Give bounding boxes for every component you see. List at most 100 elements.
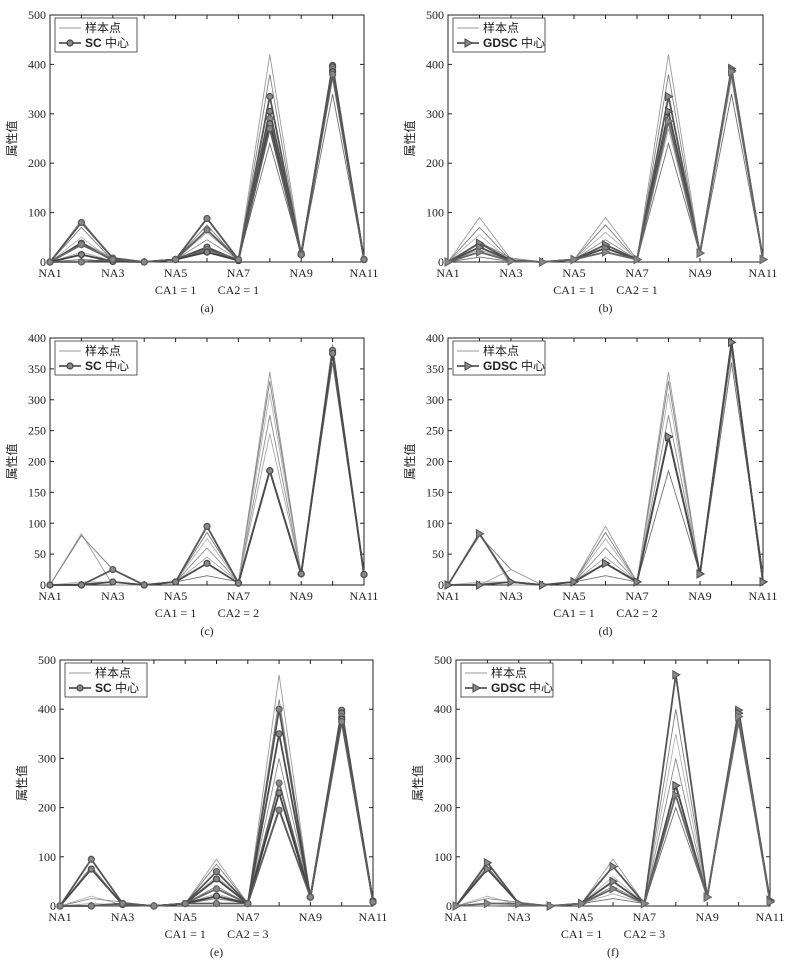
center-point <box>703 892 713 903</box>
legend-box <box>452 17 546 53</box>
y-tick-label: 0 <box>50 899 56 913</box>
center-point <box>203 248 211 256</box>
legend-box <box>460 662 554 698</box>
center-point <box>696 248 706 258</box>
center-point <box>483 898 493 909</box>
center-point <box>728 66 737 77</box>
y-tick-label: 300 <box>426 107 444 121</box>
center-point <box>452 901 462 911</box>
y-tick-label: 100 <box>426 206 444 220</box>
y-axis-label: 属性值 <box>410 765 425 801</box>
legend-sample-label: 样本点 <box>85 343 121 358</box>
y-axis-label: 属性值 <box>14 765 29 801</box>
center-point <box>172 255 180 264</box>
center-point <box>212 867 221 876</box>
center-point <box>735 711 744 722</box>
center-point <box>297 570 305 578</box>
center-point <box>87 865 95 873</box>
y-tick-label: 50 <box>34 547 46 561</box>
x-tick-label: NA11 <box>350 266 379 280</box>
y-tick-label: 300 <box>426 393 444 407</box>
y-tick-label: 400 <box>426 57 444 71</box>
center-point <box>609 861 619 872</box>
x-tick-label: NA5 <box>562 589 585 603</box>
x-tick-label: NA9 <box>688 589 711 603</box>
center-point <box>150 902 158 910</box>
center-point <box>602 558 611 569</box>
center-point <box>275 705 283 713</box>
center-point <box>212 875 221 883</box>
center-point <box>306 893 314 901</box>
center-point <box>672 669 681 680</box>
center-point <box>665 116 674 127</box>
x-tick-label: NA5 <box>570 910 593 924</box>
x-tick-label: NA1 <box>436 266 459 280</box>
center-point <box>570 577 580 587</box>
center-point <box>77 581 86 589</box>
y-axis-label: 属性值 <box>402 120 417 156</box>
x-tick-label: NA11 <box>749 266 778 280</box>
center-point <box>759 254 769 265</box>
legend-center-label: GDSC 中心 <box>483 35 545 50</box>
sample-series-line <box>447 79 764 263</box>
center-point <box>140 581 148 589</box>
center-point <box>369 898 377 906</box>
x-tick-label: NA1 <box>48 910 71 924</box>
x-tick-label: NA3 <box>101 589 124 603</box>
center-point <box>665 91 674 102</box>
center-point <box>212 899 221 908</box>
center-point <box>546 901 556 911</box>
center-point <box>275 779 283 787</box>
center-point <box>297 250 305 259</box>
center-point <box>483 857 493 868</box>
center-point <box>483 864 493 874</box>
category-note: CA1 = 1 <box>553 283 594 297</box>
sample-series-line <box>448 362 764 586</box>
y-tick-label: 50 <box>432 547 444 561</box>
y-tick-label: 150 <box>426 485 444 499</box>
panel-caption: (d) <box>599 624 613 638</box>
center-point <box>275 730 283 738</box>
chart-panel: 0 100 200 300 400 500 NA1 NA3 NA5 NA7 NA9 NA11 CA1 =… <box>4 8 378 315</box>
category-note: CA1 = 1 <box>155 283 196 297</box>
sample-series-line <box>447 93 764 263</box>
chart-panel: 0 100 200 300 400 500 NA1 NA3 NA5 NA7 NA9 NA11 CA1 =… <box>402 8 777 315</box>
panel-caption: (e) <box>210 945 223 959</box>
sample-series-line <box>50 362 365 586</box>
center-point <box>640 898 650 909</box>
center-point <box>766 897 776 907</box>
y-tick-label: 500 <box>38 653 56 667</box>
center-point <box>46 581 54 589</box>
legend-center-marker <box>66 362 74 370</box>
x-tick-label: NA11 <box>756 910 785 924</box>
center-point <box>696 569 706 579</box>
center-point <box>172 578 180 586</box>
y-tick-label: 400 <box>38 702 56 716</box>
y-tick-label: 300 <box>434 751 452 765</box>
chart-panel: 0 100 200 300 400 500 NA1 NA3 NA5 NA7 NA9 NA11 CA1 =… <box>410 653 784 959</box>
center-point <box>633 577 643 587</box>
center-point <box>329 349 337 358</box>
center-point <box>515 898 524 909</box>
y-tick-label: 100 <box>28 206 46 220</box>
center-point <box>360 255 368 264</box>
center-point <box>203 559 211 567</box>
center-point <box>140 258 148 266</box>
center-point <box>539 580 548 590</box>
x-tick-label: NA1 <box>436 589 459 603</box>
center-point <box>476 580 485 590</box>
center-point <box>507 256 517 266</box>
x-tick-label: NA5 <box>164 266 187 280</box>
sample-series-line <box>49 79 365 263</box>
center-point <box>234 255 242 264</box>
center-point <box>77 241 86 249</box>
center-point <box>109 578 117 586</box>
y-tick-label: 0 <box>40 255 46 269</box>
legend-center-label: GDSC 中心 <box>483 358 545 373</box>
x-tick-label: NA7 <box>236 910 259 924</box>
x-tick-label: NA11 <box>350 589 379 603</box>
y-tick-label: 400 <box>28 331 46 345</box>
center-series-line <box>50 353 365 586</box>
center-point <box>77 218 86 227</box>
center-point <box>578 898 587 909</box>
